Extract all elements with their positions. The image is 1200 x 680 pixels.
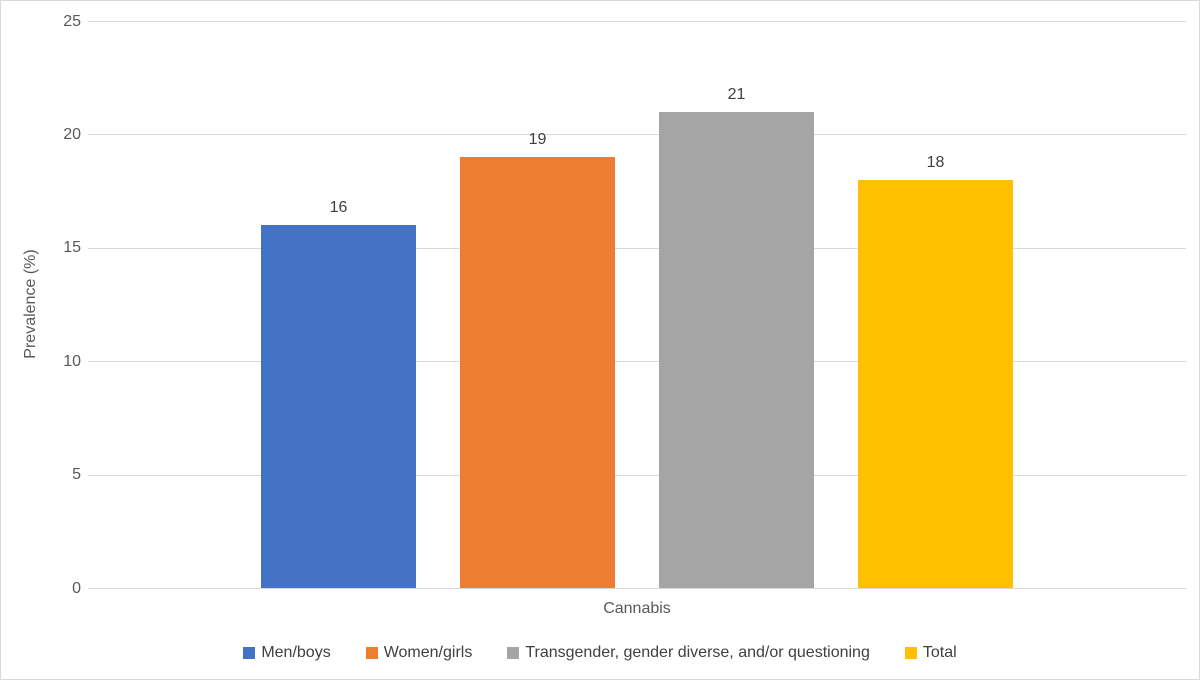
data-label-men-boys: 16 <box>329 199 348 217</box>
legend-item-transgender-gender-diverse-and-or-questioning: Transgender, gender diverse, and/or ques… <box>507 644 870 662</box>
bar-transgender-gender-diverse-and-or-questioning <box>659 111 814 588</box>
legend-label: Transgender, gender diverse, and/or ques… <box>525 644 870 661</box>
legend-label: Men/boys <box>261 644 331 661</box>
y-axis-title: Prevalence (%) <box>22 249 39 359</box>
data-label-transgender-gender-diverse-and-or-questioning: 21 <box>727 85 746 103</box>
y-tick-label: 0 <box>72 579 81 597</box>
gridline <box>88 588 1186 589</box>
x-category-label: Cannabis <box>603 600 671 617</box>
y-tick-label: 5 <box>72 466 81 484</box>
bar-total <box>858 179 1013 588</box>
gridline <box>88 247 1186 249</box>
data-label-total: 18 <box>926 153 945 171</box>
legend-item-total: Total <box>904 644 957 662</box>
gridline <box>88 134 1186 136</box>
legend-label: Total <box>922 644 957 661</box>
gridline <box>88 361 1186 363</box>
y-tick-label: 25 <box>63 12 81 30</box>
legend-item-men-boys: Men/boys <box>243 644 331 662</box>
gridline <box>88 21 1186 22</box>
bar-men-boys <box>261 225 416 588</box>
legend-swatch-icon <box>365 647 378 659</box>
plot-area: 16 19 21 18 <box>88 21 1186 589</box>
legend-swatch-icon <box>243 647 256 659</box>
legend-swatch-icon <box>507 647 520 659</box>
y-tick-label: 10 <box>63 352 81 370</box>
legend: Men/boys Women/girls Transgender, gender d… <box>1 644 1199 662</box>
data-label-women-girls: 19 <box>528 131 547 149</box>
legend-swatch-icon <box>904 647 917 659</box>
bar-women-girls <box>460 157 615 588</box>
legend-item-women-girls: Women/girls <box>365 644 473 662</box>
gridline <box>88 474 1186 476</box>
y-tick-label: 15 <box>63 239 81 257</box>
y-tick-label: 20 <box>63 125 81 143</box>
legend-label: Women/girls <box>383 644 473 661</box>
